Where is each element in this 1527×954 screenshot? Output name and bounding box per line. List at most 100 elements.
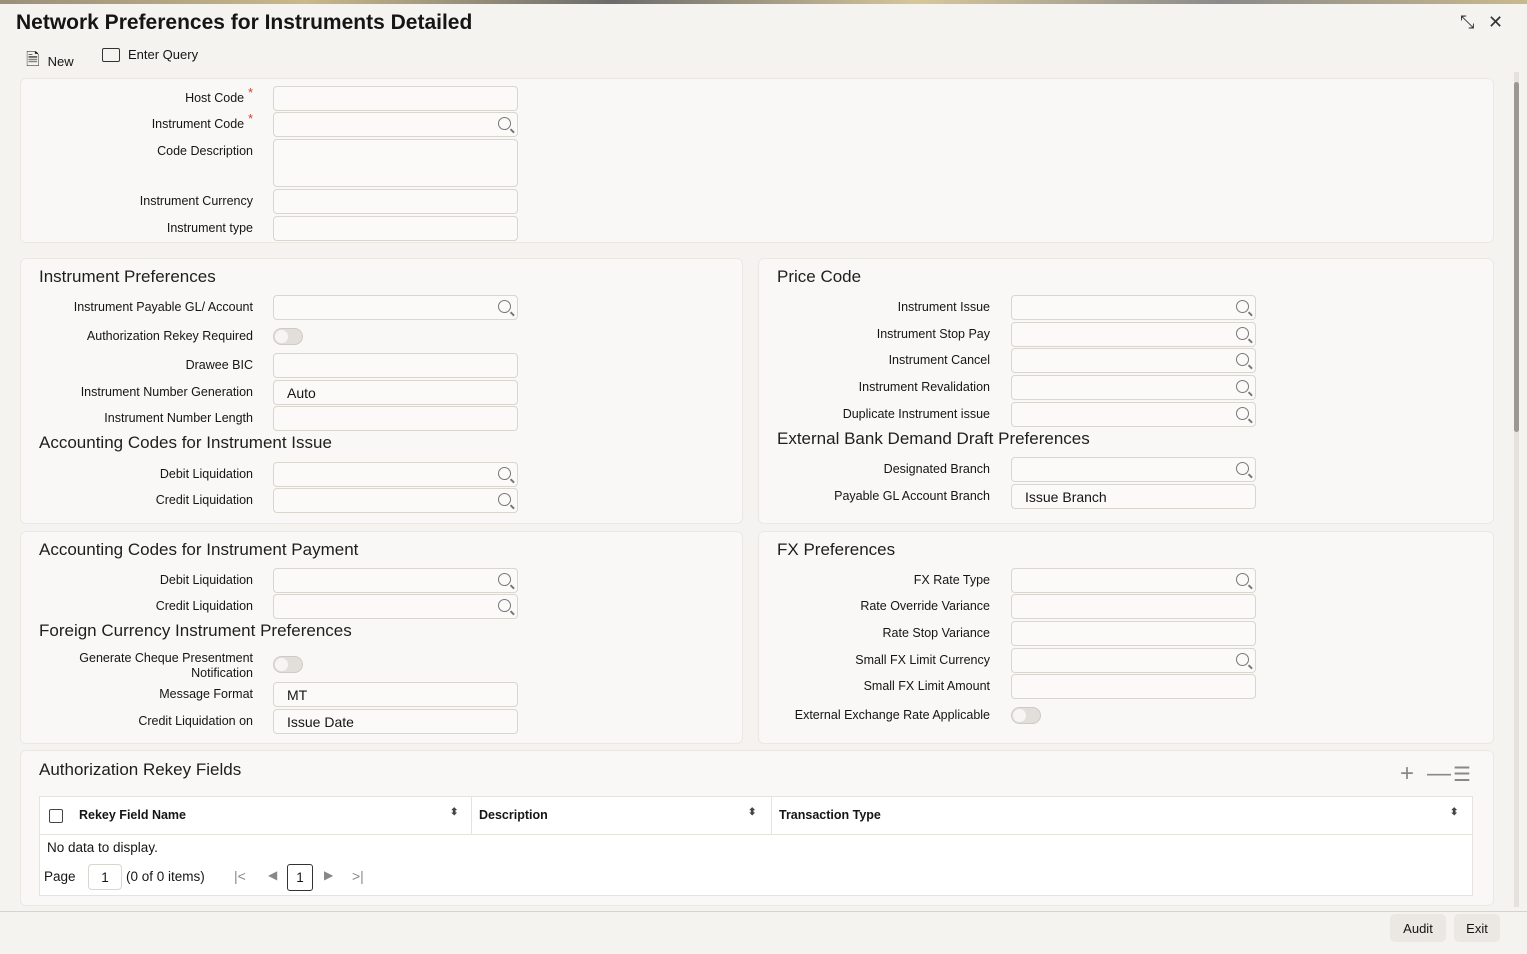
payable-gl-label: Instrument Payable GL/ Account [73,300,253,314]
next-page-icon[interactable]: ▶ [324,868,334,882]
price-stop-pay-label: Instrument Stop Pay [876,327,990,341]
price-cancel-label: Instrument Cancel [888,353,990,367]
price-issue-label: Instrument Issue [897,300,990,314]
payable-gl-input[interactable] [273,295,518,320]
price-cancel-input[interactable] [1011,348,1256,373]
ext-rate-label: External Exchange Rate Applicable [794,708,990,722]
audit-button[interactable]: Audit [1390,914,1446,942]
override-variance-input[interactable] [1011,594,1256,619]
search-icon[interactable] [498,467,511,480]
small-fx-ccy-label: Small FX Limit Currency [855,653,990,667]
search-icon[interactable] [1236,327,1249,340]
search-icon[interactable] [498,573,511,586]
instrument-currency-label: Instrument Currency [139,194,253,208]
credit-liq-on-label: Credit Liquidation on [138,714,253,728]
search-icon[interactable] [498,117,511,130]
issue-credit-input[interactable] [273,488,518,513]
payment-credit-input[interactable] [273,594,518,619]
price-revalidation-input[interactable] [1011,375,1256,400]
issue-debit-input[interactable] [273,462,518,487]
sort-icon: ⬍ [450,807,459,818]
column-rekey-field-name[interactable]: Rekey Field Name ⬍ [40,797,472,835]
small-fx-ccy-input[interactable] [1011,648,1256,673]
enter-query-button[interactable]: Enter Query [102,47,198,62]
cheque-presentment-label: Generate Cheque Presentment Notification [79,651,253,680]
auth-rekey-toggle[interactable] [273,328,303,345]
search-icon[interactable] [498,493,511,506]
code-description-label: Code Description [157,144,253,158]
designated-branch-label: Designated Branch [883,462,990,476]
exit-button[interactable]: Exit [1454,914,1500,942]
cheque-presentment-toggle[interactable] [273,656,303,673]
new-button[interactable]: 🗎 New [26,47,74,76]
instrument-type-input[interactable] [273,216,518,241]
page-title: Network Preferences for Instruments Deta… [16,11,473,34]
message-format-select[interactable]: MT [273,682,518,707]
number-generation-select[interactable]: Auto [273,380,518,405]
acc-payment-heading: Accounting Codes for Instrument Payment [39,540,359,559]
ext-rate-toggle[interactable] [1011,707,1041,724]
column-transaction-type[interactable]: Transaction Type ⬍ [772,797,1472,835]
host-code-input[interactable] [273,86,518,111]
select-all-checkbox[interactable] [49,809,63,823]
host-code-label: Host Code * [185,86,253,105]
override-variance-label: Rate Override Variance [860,599,990,613]
add-row-icon[interactable]: + [1400,760,1415,787]
price-issue-input[interactable] [1011,295,1256,320]
prev-page-icon[interactable]: ◀ [268,868,278,882]
drawee-bic-input[interactable] [273,353,518,378]
page-input[interactable]: 1 [88,864,122,890]
number-length-input[interactable] [273,406,518,431]
search-icon[interactable] [1236,300,1249,313]
instrument-code-input[interactable] [273,112,518,137]
search-icon[interactable] [1236,407,1249,420]
number-length-label: Instrument Number Length [104,411,253,425]
instrument-type-label: Instrument type [166,221,253,235]
search-icon[interactable] [1236,462,1249,475]
stop-variance-label: Rate Stop Variance [882,626,990,640]
search-icon[interactable] [1236,573,1249,586]
fx-rate-type-label: FX Rate Type [913,573,990,587]
acc-payment-panel [20,531,743,744]
price-stop-pay-input[interactable] [1011,322,1256,347]
stop-variance-input[interactable] [1011,621,1256,646]
search-icon[interactable] [1236,380,1249,393]
search-icon[interactable] [1236,353,1249,366]
first-page-icon[interactable]: |< [234,868,246,884]
last-page-icon[interactable]: >| [352,868,364,884]
designated-branch-input[interactable] [1011,457,1256,482]
number-generation-label: Instrument Number Generation [80,385,253,399]
instrument-code-label: Instrument Code * [151,112,253,131]
payment-debit-input[interactable] [273,568,518,593]
fc-pref-heading: Foreign Currency Instrument Preferences [39,621,352,640]
instrument-preferences-heading: Instrument Preferences [39,267,216,286]
small-fx-amt-input[interactable] [1011,674,1256,699]
search-icon[interactable] [1236,653,1249,666]
delete-row-icon[interactable]: — [1427,760,1451,787]
credit-liq-on-select[interactable]: Issue Date [273,709,518,734]
items-count: (0 of 0 items) [126,869,205,884]
price-code-heading: Price Code [777,267,862,286]
fx-rate-type-input[interactable] [1011,568,1256,593]
vertical-scrollbar[interactable] [1514,72,1519,907]
close-icon[interactable]: ✕ [1488,12,1504,32]
drawee-bic-label: Drawee BIC [185,358,253,372]
instrument-currency-input[interactable] [273,189,518,214]
current-page-button[interactable]: 1 [287,864,313,891]
price-duplicate-input[interactable] [1011,402,1256,427]
column-list-icon[interactable]: ☰ [1453,764,1471,786]
search-icon[interactable] [498,300,511,313]
price-revalidation-label: Instrument Revalidation [858,380,990,394]
auth-rekey-label: Authorization Rekey Required [86,329,253,343]
payable-gl-branch-label: Payable GL Account Branch [834,489,990,503]
search-icon[interactable] [498,599,511,612]
minimize-icon[interactable]: ⤡ [1460,12,1475,32]
payment-debit-label: Debit Liquidation [159,573,253,587]
footer-divider [0,911,1527,912]
comment-icon [102,47,120,62]
code-description-input[interactable] [273,139,518,187]
new-document-icon: 🗎 [26,50,40,69]
page-label: Page [44,869,76,884]
column-description[interactable]: Description ⬍ [472,797,772,835]
payable-gl-branch-select[interactable]: Issue Branch [1011,484,1256,509]
